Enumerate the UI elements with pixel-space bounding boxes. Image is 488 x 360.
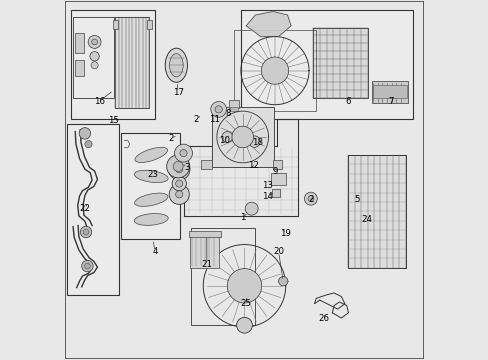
Circle shape [85, 140, 92, 148]
Text: 3: 3 [184, 163, 189, 172]
Text: 14: 14 [262, 192, 273, 201]
Bar [73, 17, 114, 98]
Bar [273, 160, 282, 169]
Bar [271, 173, 285, 185]
Circle shape [175, 191, 183, 198]
Text: 6: 6 [345, 96, 350, 105]
Circle shape [236, 318, 252, 333]
Ellipse shape [134, 170, 168, 183]
Bar [70, 10, 155, 119]
Text: 8: 8 [225, 109, 231, 118]
Circle shape [83, 229, 89, 235]
Bar [67, 125, 119, 295]
Circle shape [222, 132, 232, 142]
Bar [348, 155, 405, 268]
Bar [272, 189, 280, 197]
Circle shape [79, 128, 90, 139]
Text: 20: 20 [272, 247, 284, 256]
Circle shape [304, 192, 317, 205]
Bar [147, 21, 151, 30]
Text: 24: 24 [360, 215, 371, 224]
Text: 9: 9 [272, 167, 277, 176]
Text: 19: 19 [280, 229, 290, 238]
Text: 2: 2 [307, 195, 313, 204]
Bar [234, 30, 315, 111]
Bar [113, 21, 117, 30]
Ellipse shape [134, 213, 168, 225]
Text: 2: 2 [168, 134, 173, 143]
Text: 7: 7 [388, 96, 393, 105]
Circle shape [80, 226, 92, 238]
Circle shape [180, 149, 187, 157]
Circle shape [169, 184, 189, 204]
Text: 21: 21 [201, 260, 212, 269]
Text: 25: 25 [240, 299, 251, 308]
Bar [115, 17, 149, 108]
Circle shape [248, 136, 260, 147]
Text: 15: 15 [108, 116, 119, 125]
Text: 1: 1 [240, 213, 245, 222]
Bar [241, 10, 412, 119]
Bar [75, 33, 84, 53]
Circle shape [244, 202, 258, 215]
Bar [211, 107, 273, 167]
Circle shape [175, 180, 183, 187]
Polygon shape [246, 12, 290, 37]
Ellipse shape [165, 48, 187, 82]
Text: 4: 4 [152, 247, 157, 256]
Bar [121, 134, 180, 239]
Text: 16: 16 [94, 96, 104, 105]
Text: 5: 5 [354, 195, 360, 204]
Bar [201, 160, 211, 169]
Text: 2: 2 [193, 114, 199, 123]
Text: 26: 26 [317, 314, 328, 323]
Circle shape [84, 263, 90, 269]
Circle shape [92, 39, 97, 45]
Circle shape [81, 260, 93, 272]
Bar [188, 231, 221, 237]
Circle shape [168, 158, 190, 180]
Circle shape [91, 62, 98, 69]
Bar [312, 28, 367, 98]
Text: 12: 12 [247, 161, 259, 170]
Circle shape [231, 126, 253, 148]
Bar [348, 155, 405, 268]
Text: 22: 22 [79, 204, 90, 213]
Circle shape [227, 269, 261, 303]
Bar [372, 85, 406, 98]
Text: 17: 17 [172, 87, 183, 96]
Bar [228, 100, 239, 108]
Text: 13: 13 [262, 181, 273, 190]
Circle shape [278, 276, 287, 286]
Circle shape [174, 144, 192, 162]
Circle shape [175, 166, 183, 173]
Bar [371, 81, 407, 103]
Circle shape [307, 196, 313, 202]
Circle shape [166, 155, 189, 178]
Text: 18: 18 [251, 138, 262, 147]
Ellipse shape [135, 147, 167, 162]
Circle shape [215, 106, 222, 113]
Circle shape [88, 36, 101, 48]
Circle shape [261, 57, 288, 84]
Text: 23: 23 [147, 170, 158, 179]
Circle shape [172, 176, 186, 191]
Circle shape [173, 161, 183, 171]
Bar [230, 107, 238, 111]
Circle shape [90, 51, 99, 61]
Circle shape [210, 102, 226, 117]
Ellipse shape [169, 54, 183, 77]
Ellipse shape [134, 193, 167, 206]
Bar [190, 235, 219, 267]
Text: 10: 10 [219, 136, 230, 145]
Bar [190, 228, 255, 325]
Bar [75, 60, 84, 76]
Text: 11: 11 [208, 114, 219, 123]
